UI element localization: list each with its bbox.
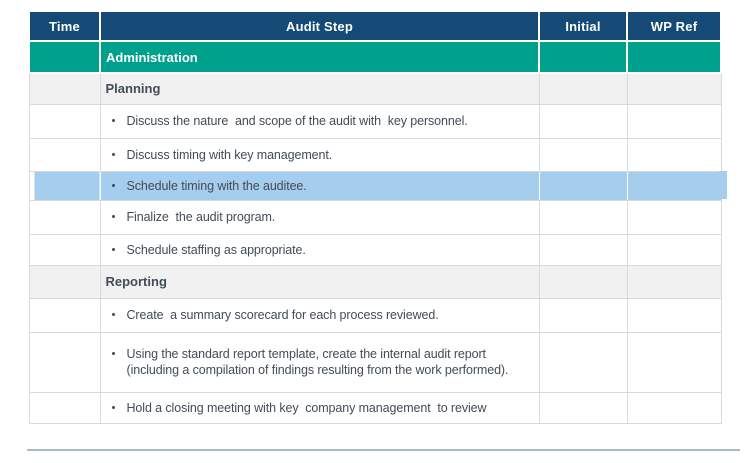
step-item: Finalize the audit program. (111, 209, 531, 225)
bullet-icon (111, 119, 115, 122)
step-text[interactable]: Discuss timing with key management. (126, 147, 333, 162)
time-cell[interactable] (28, 40, 101, 74)
section-row-administration: Administration (28, 40, 722, 74)
step-text[interactable]: Discuss the nature and scope of the audi… (126, 114, 468, 128)
step-item: Hold a closing meeting with key company … (111, 400, 531, 416)
step-text[interactable]: Hold a closing meeting with key company … (126, 400, 487, 415)
page-divider-line (27, 449, 740, 451)
audit-program-table: Time Audit Step Initial WP Ref Administr… (28, 10, 722, 424)
wpref-cell[interactable] (626, 103, 722, 139)
section-label-planning: Planning (99, 72, 540, 105)
section-label-reporting: Reporting (99, 264, 540, 299)
step-text[interactable]: Using the standard report template, crea… (126, 347, 509, 377)
wpref-cell[interactable] (626, 264, 722, 299)
wpref-cell[interactable] (626, 137, 722, 172)
step-row[interactable]: Discuss timing with key management. (28, 137, 722, 172)
wpref-cell[interactable] (626, 40, 722, 74)
time-cell[interactable] (28, 137, 101, 172)
step-cell[interactable]: Schedule timing with the auditee. (99, 170, 540, 201)
step-row[interactable]: Finalize the audit program. (28, 199, 722, 235)
step-cell[interactable]: Finalize the audit program. (99, 199, 540, 235)
time-cell[interactable] (28, 297, 101, 333)
initial-cell[interactable] (538, 297, 628, 333)
step-row-selected[interactable]: Schedule timing with the auditee. (28, 170, 722, 201)
step-text[interactable]: Schedule staffing as appropriate. (126, 242, 306, 257)
step-row[interactable]: Schedule staffing as appropriate. (28, 233, 722, 266)
time-cell[interactable] (28, 199, 101, 235)
initial-cell[interactable] (538, 331, 628, 393)
initial-cell[interactable] (538, 391, 628, 424)
time-cell[interactable] (28, 72, 101, 105)
time-cell[interactable] (28, 103, 101, 139)
bullet-icon (111, 215, 115, 218)
bullet-icon (111, 352, 115, 355)
step-cell[interactable]: Schedule staffing as appropriate. (99, 233, 540, 266)
step-item: Schedule staffing as appropriate. (111, 242, 531, 258)
wpref-cell[interactable] (626, 170, 722, 201)
time-cell[interactable] (28, 170, 101, 201)
section-label-administration: Administration (99, 40, 540, 74)
step-text[interactable]: Schedule timing with the auditee. (126, 178, 307, 193)
bullet-icon (111, 247, 115, 251)
time-cell[interactable] (28, 264, 101, 299)
initial-cell[interactable] (538, 40, 628, 74)
step-cell[interactable]: Hold a closing meeting with key company … (99, 391, 540, 424)
time-cell[interactable] (28, 331, 101, 393)
wpref-cell[interactable] (626, 233, 722, 266)
initial-cell[interactable] (538, 170, 628, 201)
step-row[interactable]: Hold a closing meeting with key company … (28, 391, 722, 424)
step-text[interactable]: Create a summary scorecard for each proc… (126, 308, 439, 322)
step-row[interactable]: Create a summary scorecard for each proc… (28, 297, 722, 333)
bullet-icon (111, 152, 115, 156)
selection-overhang (719, 171, 727, 199)
step-cell[interactable]: Discuss timing with key management. (99, 137, 540, 172)
step-item: Schedule timing with the auditee. (111, 178, 531, 194)
bullet-icon (111, 313, 115, 316)
step-item: Discuss the nature and scope of the audi… (111, 113, 531, 129)
step-row[interactable]: Using the standard report template, crea… (28, 331, 722, 393)
step-item: Using the standard report template, crea… (111, 346, 531, 378)
step-item: Discuss timing with key management. (111, 147, 531, 163)
wpref-cell[interactable] (626, 297, 722, 333)
initial-cell[interactable] (538, 137, 628, 172)
bullet-icon (111, 183, 115, 187)
step-text[interactable]: Finalize the audit program. (126, 210, 276, 224)
initial-cell[interactable] (538, 103, 628, 139)
step-cell[interactable]: Create a summary scorecard for each proc… (99, 297, 540, 333)
initial-cell[interactable] (538, 233, 628, 266)
wpref-cell[interactable] (626, 391, 722, 424)
col-header-time: Time (28, 10, 101, 42)
table-header-row: Time Audit Step Initial WP Ref (28, 10, 722, 42)
col-header-wp-ref: WP Ref (626, 10, 722, 42)
step-cell[interactable]: Using the standard report template, crea… (99, 331, 540, 393)
initial-cell[interactable] (538, 264, 628, 299)
step-cell[interactable]: Discuss the nature and scope of the audi… (99, 103, 540, 139)
wpref-cell[interactable] (626, 331, 722, 393)
time-cell[interactable] (28, 391, 101, 424)
step-item: Create a summary scorecard for each proc… (111, 307, 531, 323)
col-header-initial: Initial (538, 10, 628, 42)
col-header-audit-step: Audit Step (99, 10, 540, 42)
wpref-cell[interactable] (626, 72, 722, 105)
section-row-reporting: Reporting (28, 264, 722, 299)
time-cell[interactable] (28, 233, 101, 266)
initial-cell[interactable] (538, 72, 628, 105)
bullet-icon (111, 405, 115, 409)
step-row[interactable]: Discuss the nature and scope of the audi… (28, 103, 722, 139)
wpref-cell[interactable] (626, 199, 722, 235)
section-row-planning: Planning (28, 72, 722, 105)
initial-cell[interactable] (538, 199, 628, 235)
